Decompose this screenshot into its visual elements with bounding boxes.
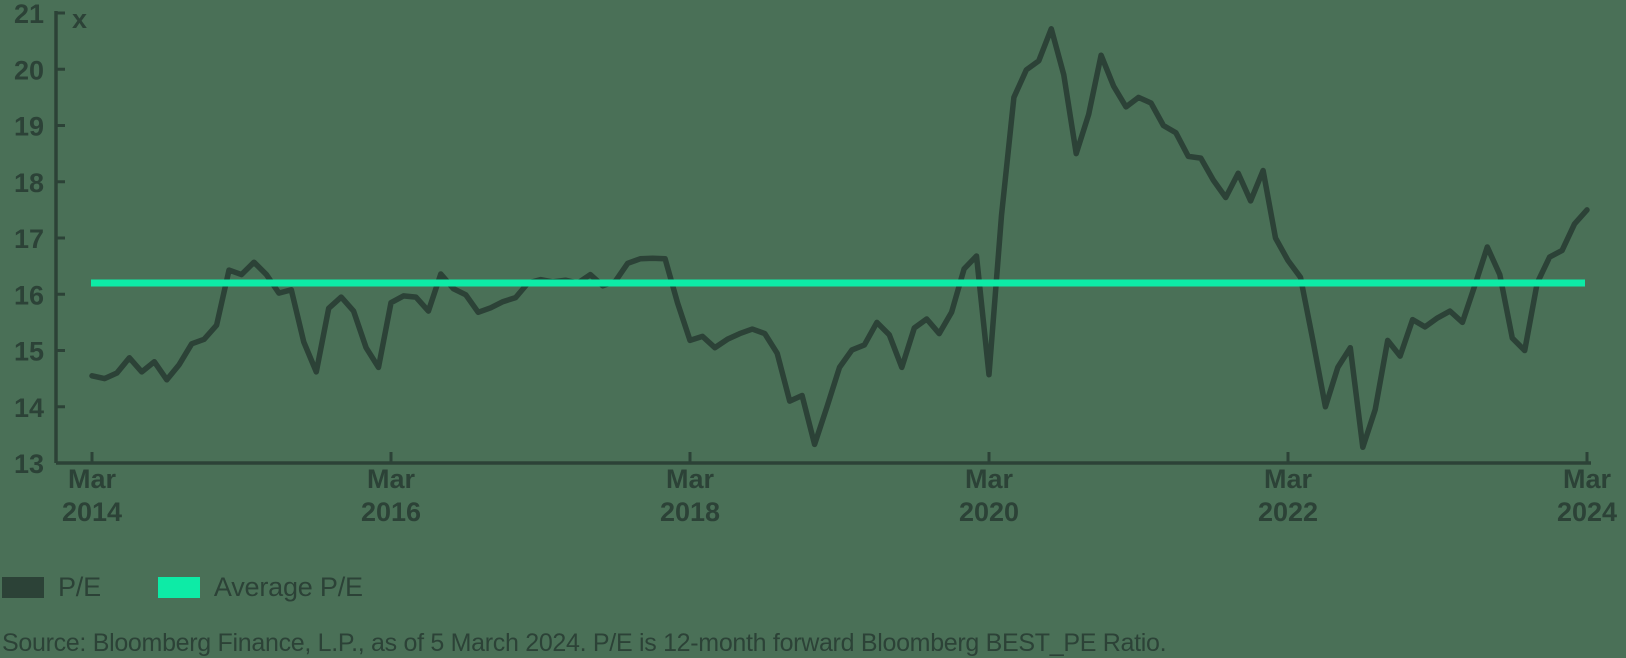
y-tick-label: 13 [14, 449, 44, 479]
average-pe-series-label: Average P/E [213, 571, 363, 602]
pe-line [89, 26, 1590, 451]
pe-line-chart: 13 14 15 16 17 18 19 20 21 x Mar 2014 Mar 2016 Mar 2018… [14, 0, 1617, 527]
x-tick-label: Mar 2020 [959, 464, 1019, 527]
pe-series-label: P/E [58, 571, 101, 602]
x-tick-label: Mar 2024 [1557, 464, 1617, 527]
source-note: Source: Bloomberg Finance, L.P., as of 5… [2, 629, 1167, 657]
y-tick-label: 17 [14, 224, 44, 254]
legend: P/E Average P/E [2, 572, 1626, 602]
pe-series-swatch [2, 576, 44, 598]
y-tick-label: 15 [14, 337, 44, 367]
legend-item-pe: P/E [2, 572, 101, 603]
y-tick-label: 18 [14, 168, 44, 198]
legend-item-average-pe: Average P/E [157, 571, 363, 603]
y-tick-label: 20 [14, 55, 44, 85]
x-tick-label: Mar 2022 [1258, 464, 1318, 527]
x-tick-label: Mar 2014 [62, 464, 122, 527]
y-tick-label: 14 [14, 393, 44, 423]
y-axis-unit-label: x [72, 4, 87, 34]
y-tick-label: 21 [14, 0, 44, 29]
y-tick-label: 19 [14, 112, 44, 142]
x-tick-label: Mar 2016 [361, 464, 421, 527]
y-tick-label: 16 [14, 280, 44, 310]
x-tick-label: Mar 2018 [660, 464, 720, 527]
average-pe-series-swatch [157, 576, 200, 598]
